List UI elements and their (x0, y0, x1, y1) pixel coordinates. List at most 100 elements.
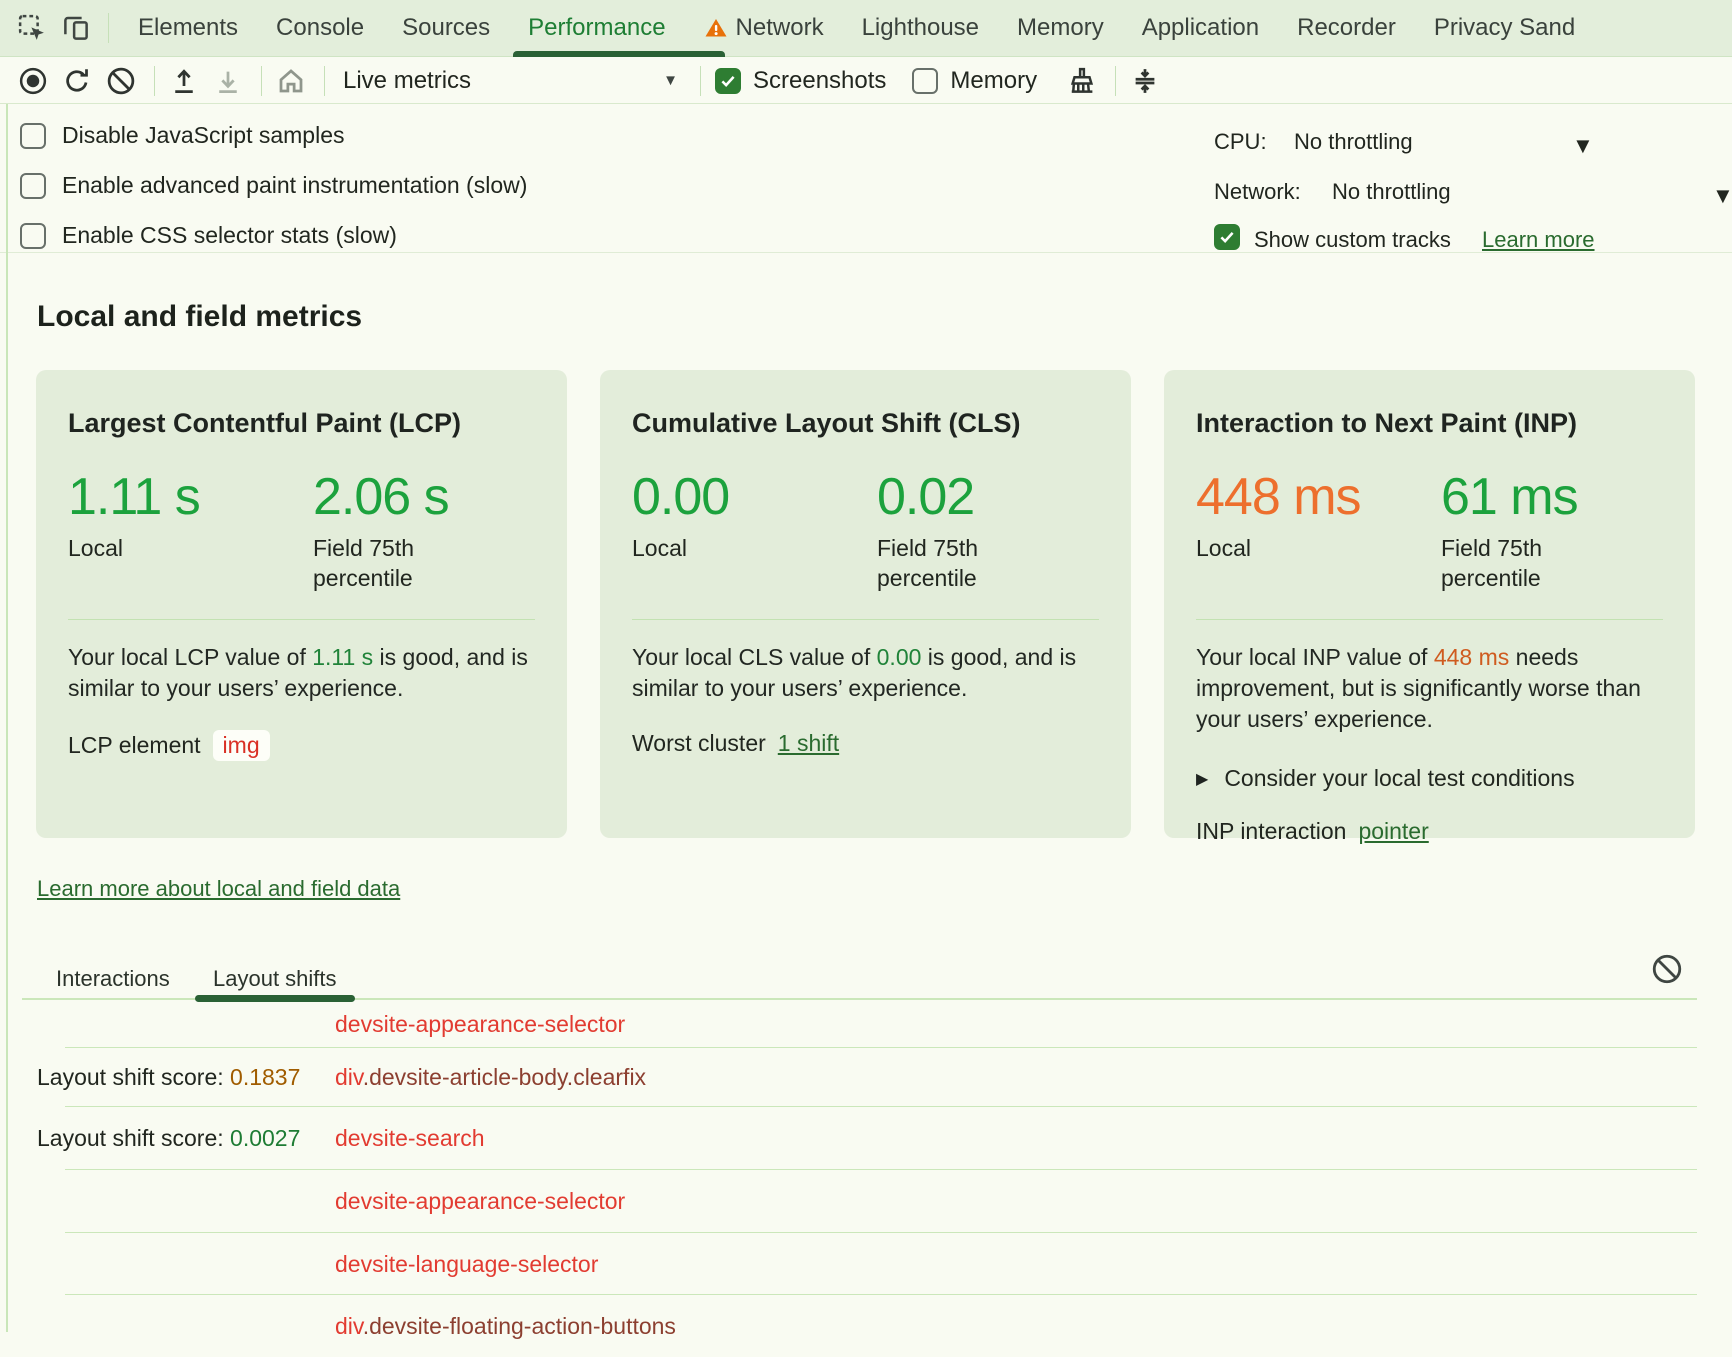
card-divider (1196, 619, 1663, 620)
inp-inline-value: 448 ms (1433, 644, 1510, 670)
worst-cluster-link[interactable]: 1 shift (777, 730, 840, 756)
tab-recorder[interactable]: Recorder (1297, 14, 1396, 41)
chevron-down-icon: ▼ (663, 72, 678, 89)
lcp-element-node-link[interactable]: img (212, 730, 270, 761)
table-row: devsite-appearance-selector (0, 1000, 1697, 1048)
table-row: devsite-appearance-selector (0, 1170, 1697, 1233)
lcp-local-label: Local (68, 535, 123, 561)
inp-interaction-link[interactable]: pointer (1358, 818, 1429, 844)
cpu-label: CPU: (1214, 129, 1267, 154)
table-row: div.devsite-floating-action-buttons (0, 1295, 1697, 1357)
lcp-local-value: 1.11 s (68, 468, 201, 526)
toolbar-separator (1115, 65, 1117, 96)
inp-field-label: Field 75th percentile (1441, 535, 1543, 591)
card-divider (68, 619, 535, 620)
cls-card-title: Cumulative Layout Shift (CLS) (632, 408, 1021, 438)
tab-lighthouse[interactable]: Lighthouse (861, 14, 980, 41)
table-row: devsite-language-selector (0, 1233, 1697, 1295)
cls-local-value: 0.00 (632, 468, 730, 526)
network-throttle-select[interactable]: No throttling (1332, 179, 1451, 204)
inp-card: Interaction to Next Paint (INP) 448 ms L… (1164, 370, 1695, 844)
device-toolbar-icon[interactable] (60, 12, 92, 44)
show-custom-tracks-label: Show custom tracks (1254, 227, 1451, 252)
table-row: Layout shift score: 0.1837 div.devsite-a… (0, 1048, 1697, 1107)
tab-memory[interactable]: Memory (1017, 14, 1104, 41)
home-icon[interactable] (276, 66, 306, 96)
inp-interaction-label: INP interaction (1196, 818, 1347, 844)
lcp-card-title: Largest Contentful Paint (LCP) (68, 408, 461, 438)
history-dropdown-label: Live metrics (343, 66, 472, 94)
shift-node-link[interactable]: div.devsite-article-body.clearfix (335, 1064, 647, 1090)
collapse-panel-icon[interactable] (1130, 66, 1160, 96)
tab-performance[interactable]: Performance (509, 0, 726, 57)
inp-description: Your local INP value of 448 ms needs imp… (1196, 644, 1641, 732)
devtools-tabbar: Elements Console Sources Performance Net… (0, 0, 1732, 57)
download-profile-icon[interactable] (213, 66, 243, 96)
tab-elements[interactable]: Elements (138, 14, 239, 41)
panel-left-edge (6, 104, 8, 1332)
lcp-element-label: LCP element (68, 732, 201, 758)
toolbar-separator (324, 65, 325, 96)
custom-tracks-learn-more-link[interactable]: Learn more (1482, 227, 1595, 252)
metric-cards: Largest Contentful Paint (LCP) 1.11 s Lo… (36, 370, 1695, 844)
inp-local-label: Local (1196, 535, 1251, 561)
lcp-card: Largest Contentful Paint (LCP) 1.11 s Lo… (36, 370, 567, 838)
inp-card-title: Interaction to Next Paint (INP) (1196, 408, 1578, 438)
performance-toolbar: Live metrics ▼ Screenshots Memory (0, 58, 1732, 104)
layout-shifts-table: devsite-appearance-selector Layout shift… (0, 1000, 1697, 1357)
cls-card: Cumulative Layout Shift (CLS) 0.00 Local… (600, 370, 1131, 838)
tab-network[interactable]: Network (685, 0, 843, 57)
learn-more-field-data-link[interactable]: Learn more about local and field data (37, 876, 401, 901)
toolbar-separator (261, 65, 262, 96)
advanced-paint-option: Enable advanced paint instrumentation (s… (20, 172, 527, 199)
css-selector-stats-option: Enable CSS selector stats (slow) (20, 222, 397, 249)
tab-privacy-sandbox[interactable]: Privacy Sand (1433, 14, 1576, 41)
consider-conditions-expander[interactable]: ▶ Consider your local test conditions (1196, 765, 1575, 791)
reload-record-icon[interactable] (62, 66, 92, 96)
inspect-element-icon[interactable] (16, 12, 48, 44)
disable-js-samples-option: Disable JavaScript samples (20, 122, 345, 149)
upload-profile-icon[interactable] (169, 66, 199, 96)
cpu-throttle-select[interactable]: No throttling (1294, 129, 1413, 154)
lcp-inline-value: 1.11 s (312, 644, 374, 670)
memory-checkbox[interactable] (912, 67, 939, 94)
screenshots-label: Screenshots (753, 66, 887, 94)
chevron-down-icon[interactable]: ▼ (1712, 183, 1732, 208)
cls-inline-value: 0.00 (876, 644, 922, 670)
cls-field-label: Field 75th percentile (877, 535, 979, 591)
shift-node-link[interactable]: devsite-search (335, 1125, 485, 1151)
lcp-field-value: 2.06 s (313, 468, 450, 526)
cls-field-value: 0.02 (877, 468, 975, 526)
shift-node-link[interactable]: devsite-appearance-selector (335, 1010, 626, 1037)
shift-node-link[interactable]: devsite-language-selector (335, 1250, 599, 1277)
tab-layout-shifts[interactable]: Layout shifts (195, 966, 354, 1002)
garbage-collect-icon[interactable] (1067, 66, 1097, 96)
shift-node-link[interactable]: div.devsite-floating-action-buttons (335, 1312, 676, 1339)
worst-cluster-label: Worst cluster (632, 730, 766, 756)
shift-node-link[interactable]: devsite-appearance-selector (335, 1188, 626, 1214)
shift-score-value: 0.1837 (230, 1064, 301, 1090)
cls-local-label: Local (632, 535, 687, 561)
disable-js-samples-checkbox[interactable] (20, 122, 46, 149)
lcp-field-label: Field 75th percentile (313, 535, 415, 591)
tab-console[interactable]: Console (276, 14, 365, 41)
shift-score-value: 0.0027 (230, 1125, 301, 1151)
tab-application[interactable]: Application (1141, 14, 1260, 41)
chevron-down-icon[interactable]: ▼ (1572, 133, 1594, 158)
css-selector-stats-checkbox[interactable] (20, 222, 46, 249)
show-custom-tracks-checkbox[interactable] (1214, 224, 1240, 250)
advanced-paint-checkbox[interactable] (20, 172, 46, 199)
inp-local-value: 448 ms (1196, 468, 1362, 526)
expand-triangle-icon: ▶ (1196, 770, 1209, 788)
screenshots-checkbox[interactable] (715, 67, 741, 94)
tab-sources[interactable]: Sources (402, 14, 491, 41)
clear-log-icon[interactable] (1650, 952, 1684, 986)
history-dropdown[interactable]: Live metrics ▼ (343, 67, 678, 95)
inp-field-value: 61 ms (1441, 468, 1579, 526)
memory-label: Memory (950, 66, 1038, 94)
tab-interactions[interactable]: Interactions (56, 966, 170, 991)
clear-icon[interactable] (106, 66, 136, 96)
record-icon[interactable] (18, 66, 48, 96)
table-row: Layout shift score: 0.0027 devsite-searc… (0, 1107, 1697, 1170)
